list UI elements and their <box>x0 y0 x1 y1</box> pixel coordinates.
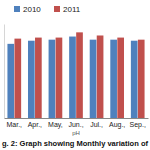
x-tick-label: Aug., <box>109 121 125 129</box>
title: g. 2: Graph showing Monthly variation of <box>2 140 149 148</box>
x-axis: Mar., Apr., May, Jun., Jul., Aug., Sep., <box>5 118 149 129</box>
x-tick: Jun., <box>68 118 83 128</box>
x-axis-title: pH <box>72 130 80 136</box>
legend-swatch <box>14 6 20 12</box>
legend-label: 2011 <box>63 5 81 14</box>
bar <box>90 40 97 118</box>
x-tick-label: Sep., <box>130 121 146 129</box>
y-axis-line <box>4 25 5 119</box>
x-tick: Apr., <box>28 118 42 129</box>
bar <box>14 39 21 118</box>
x-tick: Jul., <box>90 118 103 128</box>
y-axis <box>4 25 5 119</box>
bars <box>7 32 144 118</box>
x-tick: Sep., <box>130 118 146 129</box>
series-1 <box>14 32 144 118</box>
bar <box>35 38 42 118</box>
legend: 2010 2011 <box>14 5 81 14</box>
bar <box>7 44 14 118</box>
bar <box>28 41 35 118</box>
bar <box>97 35 104 118</box>
x-tick-label: May, <box>48 121 63 129</box>
x-tick-label: Mar., <box>7 121 23 128</box>
bar <box>69 37 76 118</box>
x-tick-label: Jul., <box>90 121 103 128</box>
x-tick-label: Jun., <box>68 121 83 128</box>
series-0 <box>7 37 137 118</box>
x-tick: Aug., <box>109 118 125 129</box>
x-tick: Mar., <box>7 118 23 128</box>
chart: Mar., Apr., May, Jun., Jul., Aug., Sep., pH 2010… <box>0 0 150 150</box>
x-axis-line <box>5 118 149 119</box>
bar <box>138 40 145 118</box>
x-tick: May, <box>48 118 63 129</box>
bar <box>117 38 124 118</box>
plot: Mar., Apr., May, Jun., Jul., Aug., Sep., <box>5 25 149 129</box>
bar <box>49 40 56 118</box>
legend-label: 2010 <box>23 5 41 14</box>
bar <box>56 38 63 118</box>
bar <box>131 41 138 118</box>
bar <box>76 32 83 118</box>
x-tick-label: Apr., <box>28 121 42 129</box>
legend-item: 2011 <box>54 5 81 14</box>
legend-item: 2010 <box>14 5 41 14</box>
legend-swatch <box>54 6 60 12</box>
bar <box>110 40 117 118</box>
